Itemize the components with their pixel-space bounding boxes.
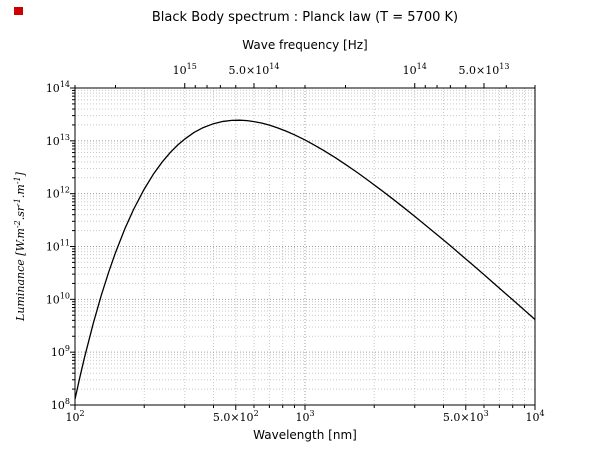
x-tick-label: 102 [65,409,84,424]
y-tick-label: 108 [51,397,70,412]
chart-title: Black Body spectrum : Planck law (T = 57… [151,10,459,25]
freq-tick-label: 1014 [403,62,427,77]
y-axis-title: Luminance [W.m-2.sr-1.m-1] [13,171,27,322]
y-tick-label: 1010 [46,291,70,306]
y-tick-label: 1013 [46,133,70,148]
red-marker-icon [14,7,23,15]
y-tick-label: 1012 [46,186,70,201]
planck-curve [74,119,536,400]
freq-tick-label: 5.0×1014 [229,62,280,77]
y-tick-label: 1011 [46,239,70,254]
freq-tick-label: 5.0×1013 [459,62,510,77]
x-tick-label: 5.0×102 [213,409,259,424]
top-axis-title: Wave frequency [Hz] [242,38,368,52]
x-tick-label: 5.0×103 [443,409,489,424]
x-tick-label: 104 [525,409,544,424]
x-tick-label: 103 [295,409,314,424]
y-tick-label: 109 [51,344,70,359]
x-axis-title: Wavelength [nm] [253,428,357,442]
freq-tick-label: 1015 [173,62,197,77]
y-tick-label: 1014 [46,80,70,95]
